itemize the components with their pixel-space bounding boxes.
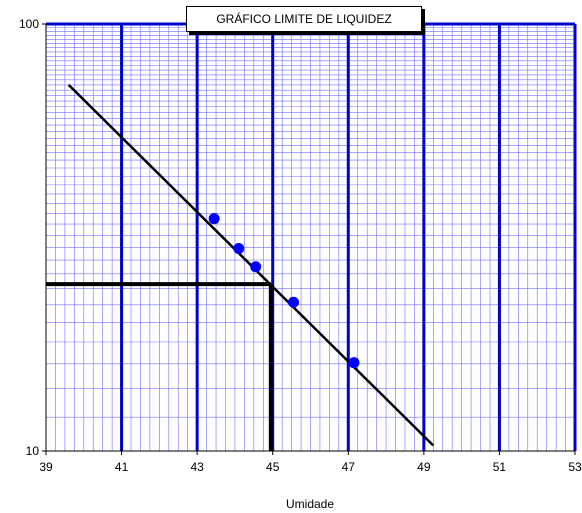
x-axis-title: Umidade [286,497,334,511]
x-tick-label: 45 [266,460,280,474]
data-point [233,243,245,255]
x-tick-label: 53 [568,460,582,474]
chart-title: GRÁFICO LIMITE DE LIQUIDEZ [186,6,422,32]
x-tick-label: 41 [115,460,129,474]
x-tick-label: 51 [493,460,507,474]
data-point [348,357,360,369]
x-tick-label: 39 [39,460,53,474]
data-point [287,296,299,308]
y-tick-label: 100 [19,17,39,31]
x-tick-label: 49 [417,460,431,474]
x-tick-label: 47 [342,460,356,474]
y-tick-label: 10 [26,444,40,458]
data-point [250,261,262,273]
data-point [208,213,220,225]
x-tick-label: 43 [190,460,204,474]
